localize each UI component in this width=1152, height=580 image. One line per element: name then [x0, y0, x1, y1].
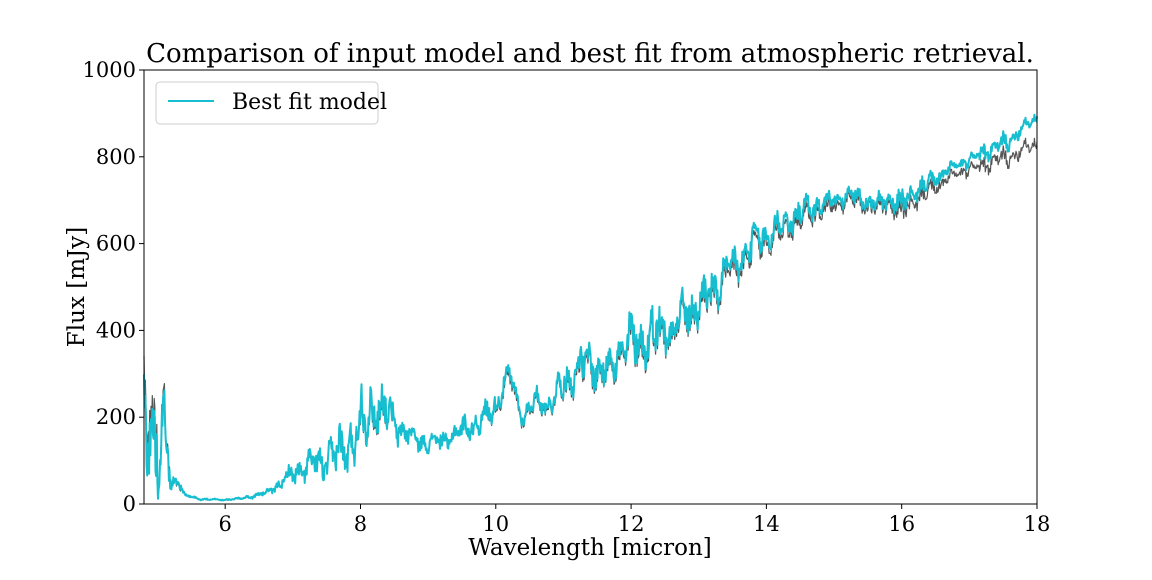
chart-title: Comparison of input model and best fit f… — [146, 39, 1034, 69]
x-tick-label: 10 — [482, 512, 509, 536]
x-tick-label: 12 — [618, 512, 645, 536]
x-axis: 6 8 10 12 14 16 18 — [218, 504, 1050, 536]
y-axis: 0 200 400 600 800 1000 — [83, 58, 144, 516]
plot-frame — [143, 69, 1038, 505]
x-tick-label: 18 — [1024, 512, 1051, 536]
legend: Best fit model — [155, 81, 387, 125]
x-tick-label: 6 — [218, 512, 231, 536]
x-tick-label: 14 — [753, 512, 780, 536]
best-fit-series-line — [143, 113, 1038, 502]
y-tick-label: 0 — [123, 492, 136, 516]
y-tick-label: 400 — [96, 318, 136, 342]
legend-label: Best fit model — [232, 90, 387, 115]
x-tick-label: 8 — [354, 512, 367, 536]
x-tick-label: 16 — [888, 512, 915, 536]
legend-box — [155, 81, 379, 125]
y-axis-label: Flux [mJy] — [64, 227, 90, 347]
series-layer — [143, 113, 1038, 502]
x-axis-label: Wavelength [micron] — [468, 535, 711, 561]
y-tick-label: 800 — [96, 145, 136, 169]
y-tick-label: 600 — [96, 232, 136, 256]
y-tick-label: 200 — [96, 405, 136, 429]
y-tick-label: 1000 — [83, 58, 136, 82]
